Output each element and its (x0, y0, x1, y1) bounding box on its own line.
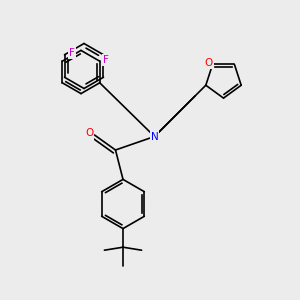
Text: N: N (151, 131, 158, 142)
Text: O: O (205, 58, 213, 68)
Text: O: O (85, 128, 93, 139)
Text: F: F (103, 55, 109, 65)
Text: F: F (69, 48, 75, 58)
